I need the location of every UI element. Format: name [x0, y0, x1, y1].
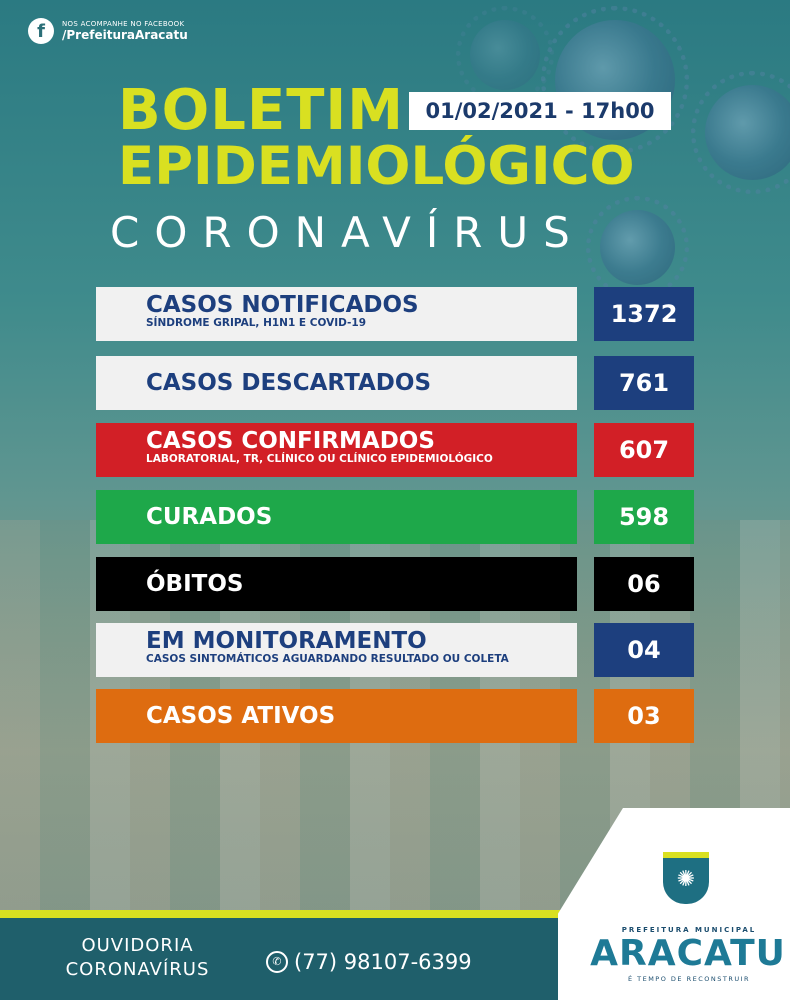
stat-label: CURADOS — [146, 504, 273, 530]
stat-row: ÓBITOS — [96, 557, 577, 611]
phone-contact[interactable]: ✆ (77) 98107-6399 — [266, 950, 472, 974]
stat-label: CASOS NOTIFICADOS — [146, 292, 419, 318]
stat-value: 04 — [594, 623, 694, 677]
logo-name: ARACATU — [590, 933, 786, 974]
stat-value: 761 — [594, 356, 694, 410]
footer-divider — [0, 910, 590, 918]
title-line-2: EPIDEMIOLÓGICO — [118, 136, 635, 197]
stat-label: CASOS ATIVOS — [146, 703, 336, 729]
logo-caption: PREFEITURA MUNICIPAL — [621, 926, 757, 934]
stat-value: 598 — [594, 490, 694, 544]
facebook-badge[interactable]: f NOS ACOMPANHE NO FACEBOOK /PrefeituraA… — [28, 18, 188, 44]
virus-illustration — [456, 6, 554, 104]
stat-label: CASOS CONFIRMADOS — [146, 428, 435, 454]
stat-value: 607 — [594, 423, 694, 477]
date-badge: 01/02/2021 - 17h00 — [409, 92, 671, 130]
stat-value: 03 — [594, 689, 694, 743]
stat-label: CASOS DESCARTADOS — [146, 370, 432, 396]
stat-label: EM MONITORAMENTO — [146, 628, 427, 654]
subtitle: CORONAVÍRUS — [110, 208, 585, 257]
stat-row: EM MONITORAMENTO CASOS SINTOMÁTICOS AGUAR… — [96, 623, 577, 677]
stat-sublabel: LABORATORIAL, TR, CLÍNICO OU CLÍNICO EPI… — [146, 453, 493, 465]
stat-value: 1372 — [594, 287, 694, 341]
facebook-caption: NOS ACOMPANHE NO FACEBOOK — [62, 20, 185, 28]
stat-row: CASOS DESCARTADOS — [96, 356, 577, 410]
title-line-1: BOLETIM — [118, 78, 404, 143]
virus-illustration — [691, 71, 790, 194]
ouvidoria-line-2: CORONAVÍRUS — [65, 959, 210, 980]
whatsapp-icon: ✆ — [266, 951, 288, 973]
facebook-handle[interactable]: /PrefeituraAracatu — [62, 28, 188, 42]
facebook-icon: f — [28, 18, 54, 44]
stat-value: 06 — [594, 557, 694, 611]
ouvidoria-line-1: OUVIDORIA — [81, 935, 194, 956]
stat-row: CURADOS — [96, 490, 577, 544]
stat-sublabel: CASOS SINTOMÁTICOS AGUARDANDO RESULTADO … — [146, 653, 509, 665]
logo-tagline: É TEMPO DE RECONSTRUIR — [627, 975, 751, 983]
ouvidoria-label: OUVIDORIA CORONAVÍRUS — [50, 934, 225, 982]
stat-sublabel: SÍNDROME GRIPAL, H1N1 E COVID-19 — [146, 317, 366, 329]
crest-icon: ✺ — [663, 852, 709, 904]
virus-illustration — [586, 196, 689, 299]
phone-number: (77) 98107-6399 — [294, 950, 472, 974]
stat-label: ÓBITOS — [146, 571, 244, 597]
stat-row: CASOS CONFIRMADOS LABORATORIAL, TR, CLÍNI… — [96, 423, 577, 477]
stat-row: CASOS ATIVOS — [96, 689, 577, 743]
stat-row: CASOS NOTIFICADOS SÍNDROME GRIPAL, H1N1 E… — [96, 287, 577, 341]
